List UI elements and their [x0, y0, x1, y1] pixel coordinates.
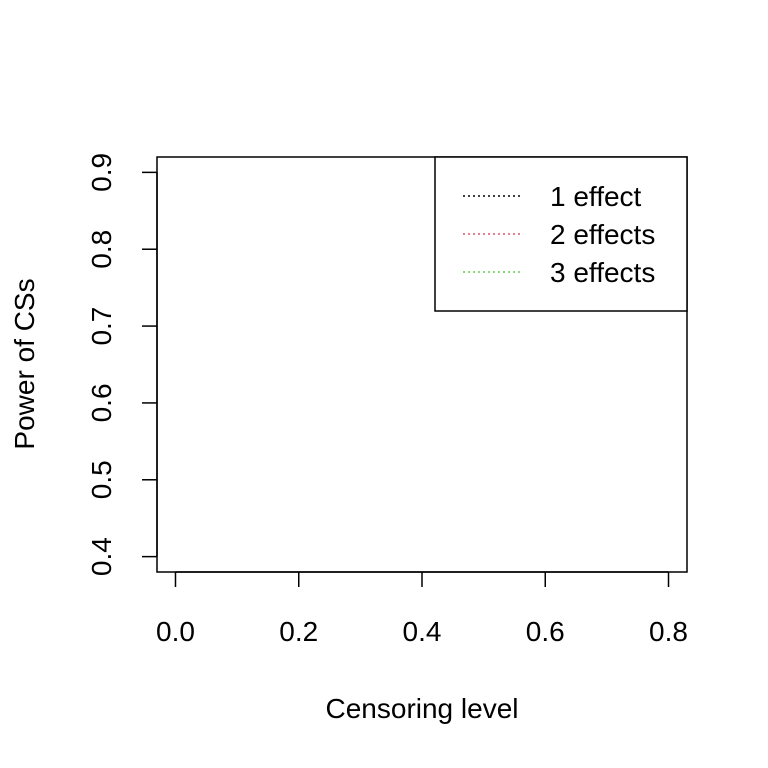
x-tick-label: 0.4	[403, 616, 442, 647]
y-tick-label: 0.7	[86, 307, 117, 346]
legend-item-3-effects: 3 effects	[463, 257, 655, 288]
legend-item-1-effect: 1 effect	[463, 181, 642, 212]
x-tick-label: 0.2	[279, 616, 318, 647]
x-tick-label: 0.0	[156, 616, 195, 647]
x-axis-title: Censoring level	[326, 693, 519, 724]
x-tick-label: 0.8	[649, 616, 688, 647]
legend-item-2-effects: 2 effects	[463, 219, 655, 250]
y-tick-label: 0.9	[86, 153, 117, 192]
legend-label-2-effects: 2 effects	[550, 219, 655, 250]
plot-frame	[156, 156, 688, 573]
x-tick-label: 0.6	[526, 616, 565, 647]
x-axis: 0.0 0.2 0.4 0.6 0.8	[156, 571, 688, 647]
legend-box	[434, 156, 688, 312]
y-tick-label: 0.4	[86, 537, 117, 576]
y-tick-label: 0.8	[86, 230, 117, 269]
y-tick-label: 0.6	[86, 383, 117, 422]
y-axis-title: Power of CSs	[9, 278, 40, 449]
legend-label-3-effects: 3 effects	[550, 257, 655, 288]
legend-label-1-effect: 1 effect	[550, 181, 642, 212]
y-tick-label: 0.5	[86, 460, 117, 499]
legend: 1 effect 2 effects 3 effects	[434, 156, 688, 312]
